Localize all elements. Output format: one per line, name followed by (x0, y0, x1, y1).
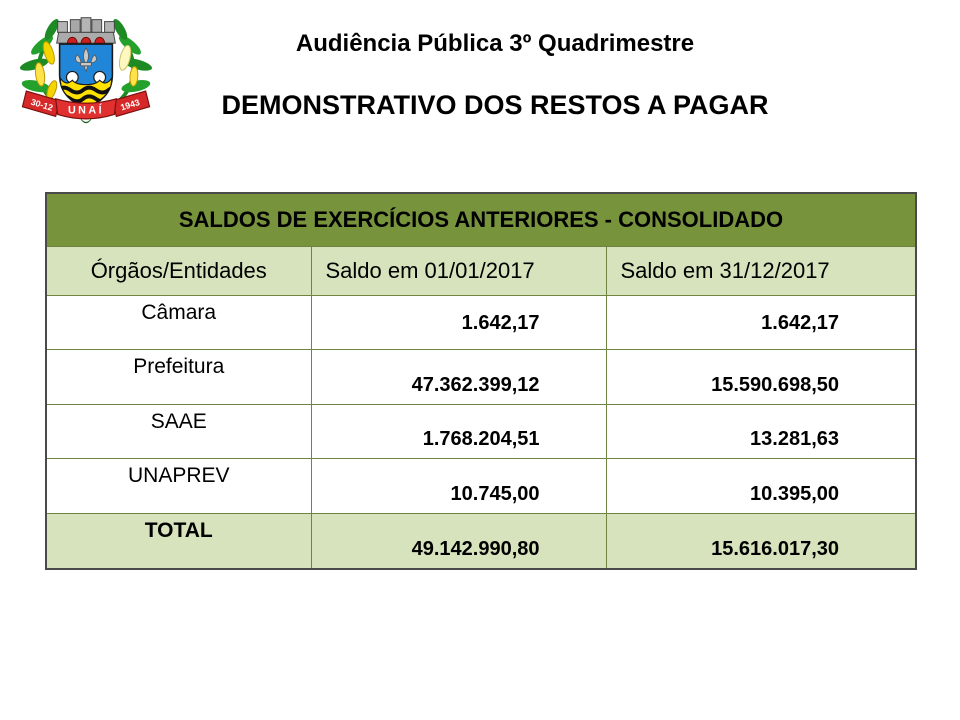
row-label-saae: SAAE (45, 404, 312, 459)
row-label-camara: Câmara (45, 295, 312, 350)
shield-icon (58, 43, 114, 110)
table-row: SAAE 1.768.204,51 13.281,63 (45, 404, 917, 459)
row-label-prefeitura: Prefeitura (45, 349, 312, 405)
title-block: Audiência Pública 3º Quadrimestre DEMONS… (30, 0, 960, 121)
total-saldo-final: 15.616.017,30 (605, 513, 917, 570)
row-label-total: TOTAL (45, 513, 312, 570)
right-branch-icon (113, 19, 153, 104)
table-row: Câmara 1.642,17 1.642,17 (45, 295, 917, 350)
col-header-orgaos: Órgãos/Entidades (45, 246, 312, 296)
saae-saldo-inicial: 1.768.204,51 (310, 404, 607, 459)
row-label-unaprev: UNAPREV (45, 458, 312, 514)
unaprev-saldo-final: 10.395,00 (605, 458, 917, 514)
table-title: SALDOS DE EXERCÍCIOS ANTERIORES - CONSOL… (45, 192, 917, 247)
camara-saldo-final: 1.642,17 (605, 295, 917, 350)
saldos-exercicios-table: SALDOS DE EXERCÍCIOS ANTERIORES - CONSOL… (45, 192, 917, 570)
municipal-coat-of-arms: 30-12 1943 UNAÍ (19, 17, 153, 124)
table-total-row: TOTAL 49.142.990,80 15.616.017,30 (45, 513, 917, 570)
prefeitura-saldo-final: 15.590.698,50 (605, 349, 917, 405)
col-header-saldo-inicial: Saldo em 01/01/2017 (310, 246, 607, 296)
table-row: Prefeitura 47.362.399,12 15.590.698,50 (45, 349, 917, 405)
left-branch-icon (19, 19, 59, 104)
saae-saldo-final: 13.281,63 (605, 404, 917, 459)
slide-subtitle: DEMONSTRATIVO DOS RESTOS A PAGAR (221, 90, 769, 120)
col-header-saldo-final: Saldo em 31/12/2017 (605, 246, 917, 296)
prefeitura-saldo-inicial: 47.362.399,12 (310, 349, 607, 405)
unaprev-saldo-inicial: 10.745,00 (310, 458, 607, 514)
table-row: UNAPREV 10.745,00 10.395,00 (45, 458, 917, 514)
fleur-de-lis-icon (75, 47, 97, 73)
total-saldo-inicial: 49.142.990,80 (310, 513, 607, 570)
ribbon-city-name: UNAÍ (68, 104, 104, 117)
column-header-row: Órgãos/Entidades Saldo em 01/01/2017 Sal… (45, 246, 917, 296)
slide-title: Audiência Pública 3º Quadrimestre (295, 30, 695, 57)
camara-saldo-inicial: 1.642,17 (310, 295, 607, 350)
mural-crown-icon (56, 17, 116, 44)
table-title-row: SALDOS DE EXERCÍCIOS ANTERIORES - CONSOL… (45, 192, 917, 247)
ribbon-icon: 30-12 1943 UNAÍ (21, 90, 151, 124)
